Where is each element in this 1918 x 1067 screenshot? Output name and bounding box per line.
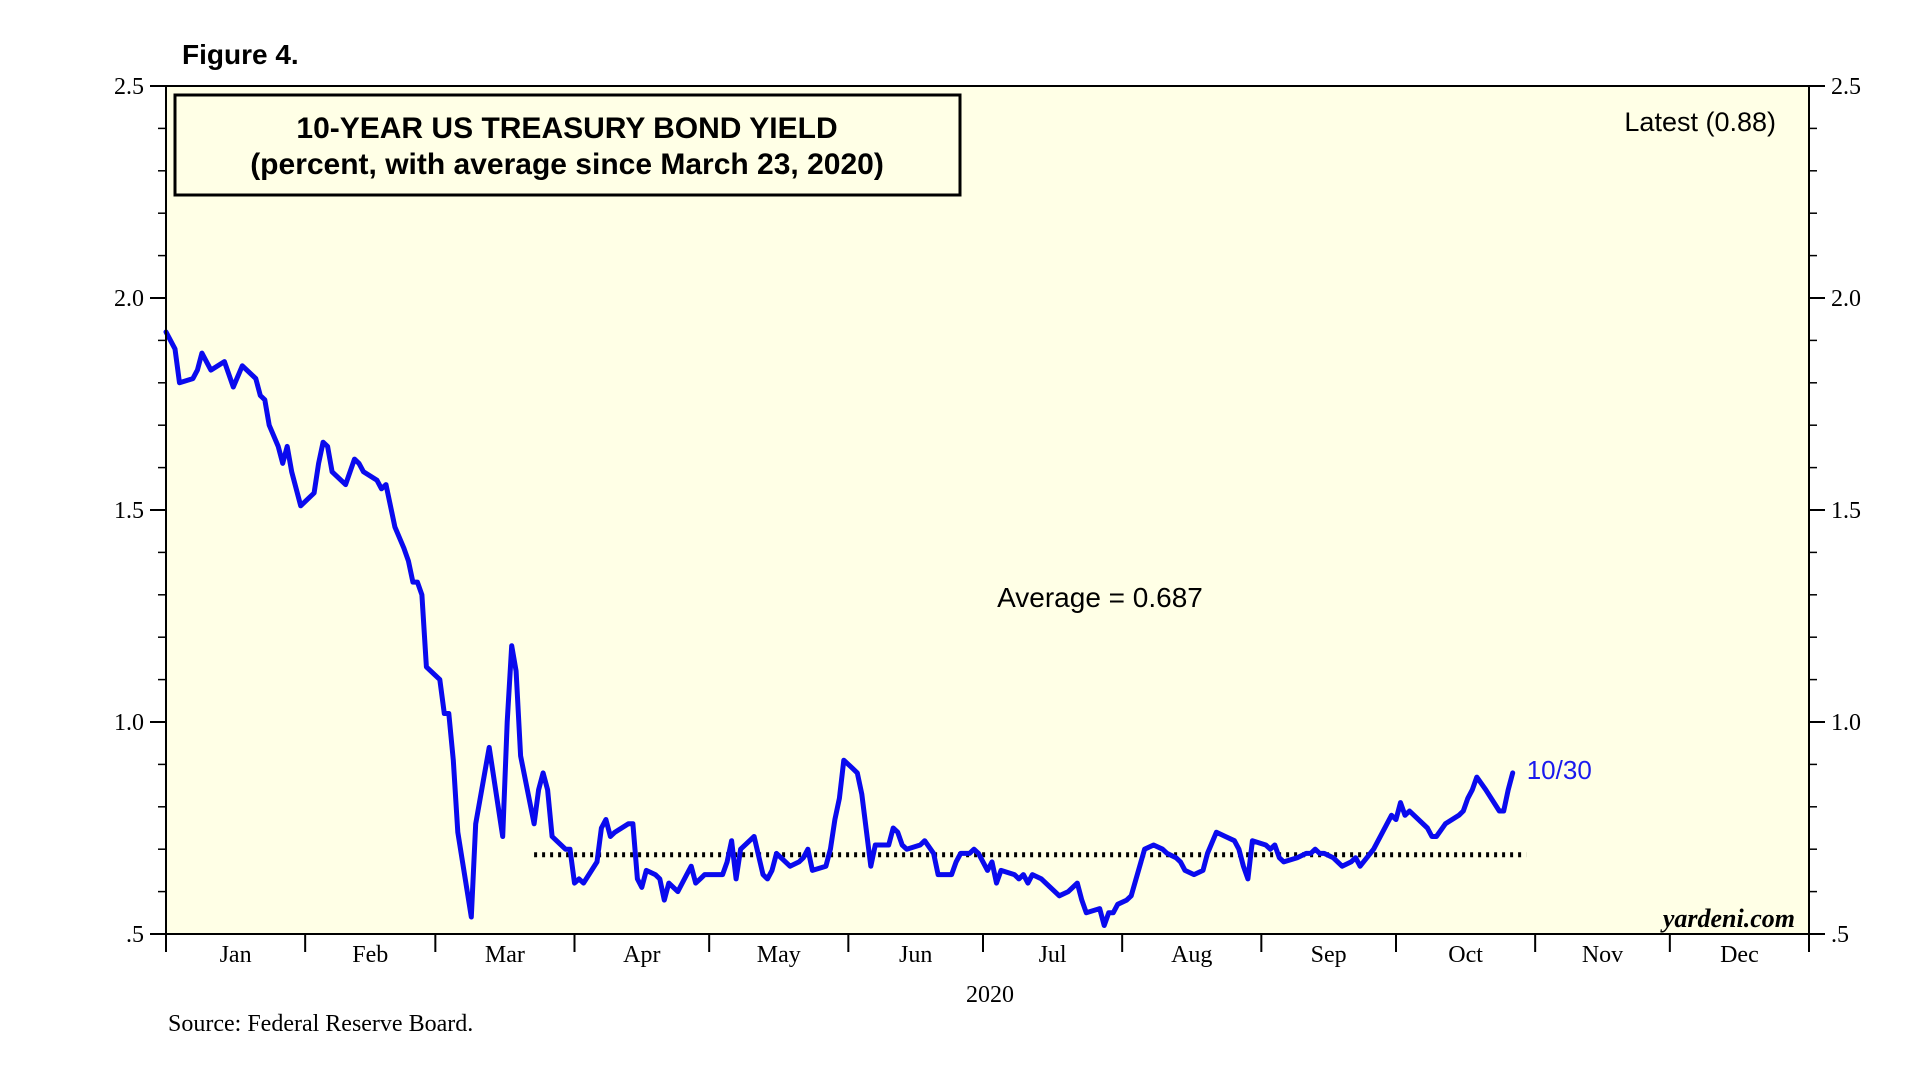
watermark: yardeni.com	[1660, 904, 1795, 933]
chart-title: 10-YEAR US TREASURY BOND YIELD	[296, 112, 837, 145]
x-axis-year-label: 2020	[966, 982, 1014, 1008]
y-tick-label-left: .5	[126, 922, 144, 948]
title-box	[173, 93, 962, 197]
plot-area	[166, 86, 1809, 934]
x-month-label: Nov	[1582, 942, 1623, 968]
x-month-label: Jun	[899, 942, 932, 968]
x-month-label: Oct	[1448, 942, 1483, 968]
yield-series-line	[163, 329, 1516, 928]
y-tick-label-right: 2.0	[1831, 286, 1861, 312]
figure-label: Figure 4.	[182, 39, 299, 70]
x-month-label: Feb	[352, 942, 388, 968]
y-tick-label-right: .5	[1831, 922, 1849, 948]
y-tick-label-right: 2.5	[1831, 74, 1861, 100]
average-label: Average = 0.687	[997, 582, 1203, 613]
source-note: Source: Federal Reserve Board.	[168, 1011, 473, 1037]
x-month-label: Dec	[1720, 942, 1759, 968]
chart-subtitle: (percent, with average since March 23, 2…	[250, 148, 884, 181]
y-tick-label-left: 1.5	[114, 498, 144, 524]
y-tick-label-right: 1.5	[1831, 498, 1861, 524]
y-tick-label-left: 2.5	[114, 74, 144, 100]
x-month-label: Aug	[1171, 942, 1212, 968]
x-month-label: May	[757, 942, 801, 968]
x-month-label: Mar	[485, 942, 525, 968]
x-month-label: Apr	[623, 942, 660, 968]
x-month-label: Jul	[1039, 942, 1067, 968]
latest-label: Latest (0.88)	[1624, 107, 1776, 137]
y-tick-label-left: 1.0	[114, 710, 144, 736]
end-date-label: 10/30	[1527, 755, 1592, 785]
axes: .5 .5 1.0 1.0 1.5 1.5 2.0 2.0 2.5 2.5 Jan Feb Mar Apr…	[114, 74, 1861, 968]
y-tick-label-right: 1.0	[1831, 710, 1861, 736]
x-month-label: Jan	[220, 942, 252, 968]
plot-frame	[165, 85, 1810, 935]
y-tick-label-left: 2.0	[114, 286, 144, 312]
x-month-label: Sep	[1311, 942, 1347, 968]
